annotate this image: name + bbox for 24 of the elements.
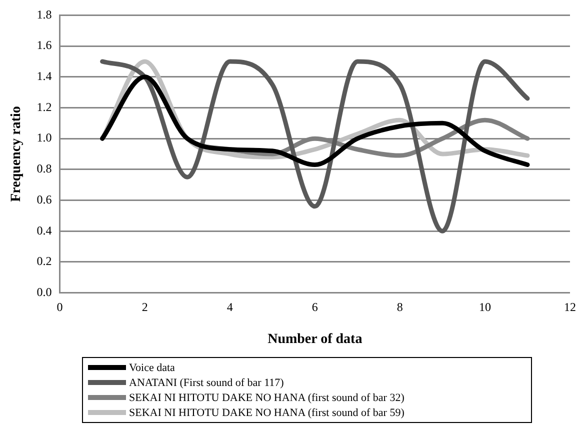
y-tick-label: 1.0 (36, 130, 52, 145)
x-tick-label: 12 (564, 300, 576, 314)
y-tick-label: 1.6 (36, 38, 52, 52)
x-tick-label: 8 (396, 300, 403, 314)
y-tick-label: 0.2 (36, 254, 52, 268)
line-series (100, 59, 530, 234)
y-tick-label: 1.8 (36, 7, 52, 22)
legend-label: SEKAI NI HITOTU DAKE NO HANA (first sound of bar 32) (129, 392, 404, 404)
legend-label: Voice data (129, 362, 175, 374)
y-axis-title: Frequency ratio (9, 106, 24, 202)
y-tick-label: 0.4 (36, 223, 52, 238)
y-tick-label: 1.4 (36, 69, 52, 84)
x-tick-label: 0 (56, 300, 63, 314)
y-tick-label: 0.0 (36, 284, 52, 299)
legend-label: SEKAI NI HITOTU DAKE NO HANA (first sound of bar 59) (129, 406, 404, 418)
x-axis-title: Number of data (268, 332, 362, 348)
x-tick-label: 4 (226, 300, 233, 314)
x-tick-label: 6 (312, 300, 318, 314)
x-tick-label: 2 (142, 300, 148, 314)
legend-label: ANATANI (First sound of bar 117) (129, 376, 284, 388)
x-tick-label: 10 (478, 300, 491, 314)
y-tick-label: 1.2 (36, 100, 52, 114)
y-tick-label: 0.6 (36, 192, 52, 206)
y-tick-label: 0.8 (36, 162, 52, 176)
